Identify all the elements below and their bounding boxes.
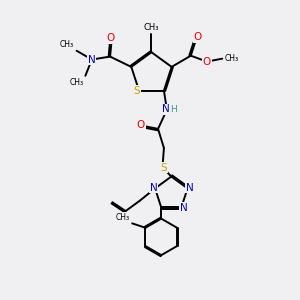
Text: N: N [150,183,158,193]
Text: CH₃: CH₃ [225,54,239,63]
Text: H: H [170,105,177,114]
Text: N: N [88,55,96,64]
Text: S: S [134,85,140,96]
Text: N: N [161,104,169,114]
Text: O: O [106,33,114,43]
Text: S: S [160,163,167,173]
Text: N: N [186,183,194,193]
Text: O: O [137,120,145,130]
Text: CH₃: CH₃ [116,213,130,222]
Text: CH₃: CH₃ [60,40,74,49]
Text: CH₃: CH₃ [144,23,159,32]
Text: O: O [193,32,201,42]
Text: N: N [179,203,187,213]
Text: CH₃: CH₃ [70,78,84,87]
Text: O: O [203,57,211,67]
